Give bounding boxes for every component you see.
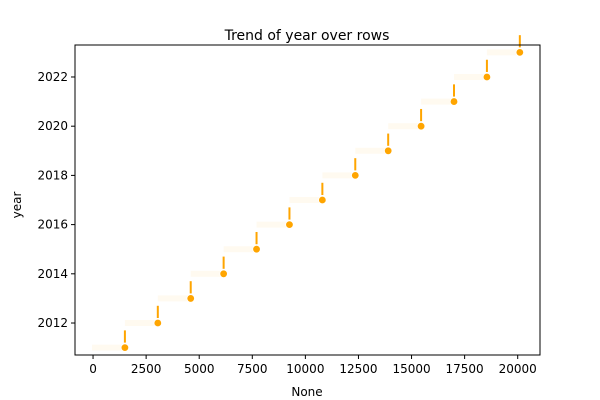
data-point <box>285 220 294 229</box>
data-point <box>515 48 525 57</box>
x-tick-label: 17500 <box>446 362 484 376</box>
x-tick-label: 20000 <box>499 362 537 376</box>
y-axis-label: year <box>10 192 24 219</box>
x-tick-label: 15000 <box>392 362 430 376</box>
x-tick-label: 5000 <box>184 362 215 376</box>
x-tick-label: 2500 <box>131 362 162 376</box>
level-band <box>223 246 257 253</box>
x-axis: 0 2500 5000 7500 10000 12500 15000 17500 20000 <box>89 355 537 376</box>
x-tick-label: 7500 <box>237 362 268 376</box>
x-axis-label: None <box>291 385 322 399</box>
level-band <box>91 344 125 351</box>
level-band <box>486 49 520 56</box>
data-point <box>351 171 360 180</box>
data-point <box>120 343 130 352</box>
y-tick-label: 2018 <box>37 168 68 182</box>
chart-title: Trend of year over rows <box>224 28 390 44</box>
data-point <box>153 318 163 328</box>
data-point <box>482 72 492 82</box>
level-band <box>454 73 487 80</box>
y-tick-label: 2020 <box>37 119 68 133</box>
x-tick-label: 0 <box>89 362 97 376</box>
data-point <box>252 245 261 254</box>
level-band <box>388 123 422 130</box>
data-point <box>186 294 195 303</box>
level-band <box>157 295 191 302</box>
x-tick-label: 10000 <box>286 362 324 376</box>
data-point <box>219 269 228 279</box>
data-point <box>449 97 459 106</box>
data-point <box>318 195 327 205</box>
y-tick-label: 2012 <box>37 316 68 330</box>
level-band <box>322 172 356 179</box>
level-band <box>256 221 290 228</box>
level-band <box>355 147 389 154</box>
level-band <box>421 98 455 105</box>
level-band <box>124 320 158 327</box>
level-band <box>190 270 224 277</box>
plot-frame <box>74 44 541 356</box>
x-tick-label: 12500 <box>339 362 377 376</box>
data-point <box>416 121 426 131</box>
y-axis: 2012 2014 2016 2018 2020 2022 <box>37 70 75 330</box>
level-band <box>289 197 323 203</box>
y-tick-label: 2022 <box>37 70 68 84</box>
y-tick-label: 2014 <box>37 267 68 281</box>
y-tick-label: 2016 <box>37 218 68 232</box>
chart-marks <box>91 35 525 352</box>
data-point <box>383 146 393 155</box>
